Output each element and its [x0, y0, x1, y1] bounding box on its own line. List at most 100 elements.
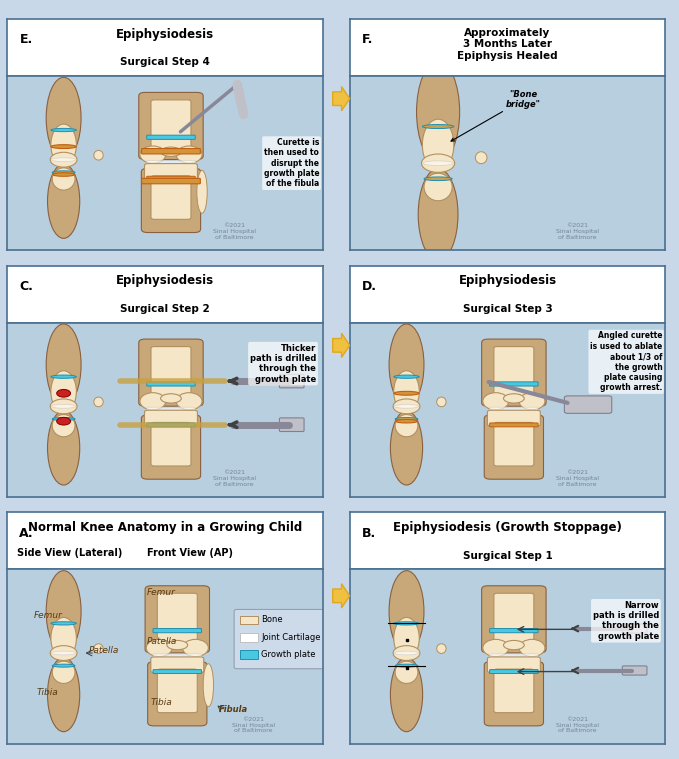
Ellipse shape [52, 414, 75, 436]
FancyBboxPatch shape [484, 415, 543, 479]
FancyBboxPatch shape [490, 669, 538, 673]
FancyBboxPatch shape [147, 176, 196, 180]
FancyBboxPatch shape [490, 423, 538, 427]
Ellipse shape [519, 392, 545, 410]
Ellipse shape [161, 147, 181, 156]
Ellipse shape [51, 370, 76, 412]
FancyBboxPatch shape [623, 666, 647, 675]
Text: C.: C. [20, 280, 33, 293]
FancyBboxPatch shape [147, 407, 196, 412]
Ellipse shape [50, 399, 77, 414]
FancyBboxPatch shape [147, 382, 196, 386]
Text: Epiphysiodesis (Growth Stoppage): Epiphysiodesis (Growth Stoppage) [393, 521, 622, 534]
Text: Femur: Femur [33, 611, 62, 620]
Text: Angled curette
is used to ablate
about 1/3 of
the growth
plate causing
growth ar: Angled curette is used to ablate about 1… [590, 331, 662, 392]
Text: Patella: Patella [146, 638, 177, 647]
Text: Epiphysiodesis: Epiphysiodesis [115, 274, 214, 287]
FancyBboxPatch shape [494, 594, 534, 644]
FancyBboxPatch shape [147, 135, 196, 140]
Ellipse shape [52, 651, 76, 655]
Text: ©2021
Sinai Hospital
of Baltimore: ©2021 Sinai Hospital of Baltimore [555, 470, 598, 487]
Ellipse shape [48, 164, 79, 238]
FancyBboxPatch shape [151, 100, 191, 150]
Ellipse shape [390, 411, 422, 485]
Text: ©2021
Sinai Hospital
of Baltimore: ©2021 Sinai Hospital of Baltimore [213, 470, 255, 487]
FancyBboxPatch shape [145, 164, 198, 179]
FancyBboxPatch shape [564, 396, 612, 414]
FancyBboxPatch shape [145, 586, 210, 653]
Text: Normal Knee Anatomy in a Growing Child: Normal Knee Anatomy in a Growing Child [28, 521, 301, 534]
FancyBboxPatch shape [494, 669, 534, 713]
FancyBboxPatch shape [151, 423, 191, 466]
Ellipse shape [504, 641, 524, 650]
Ellipse shape [389, 571, 424, 652]
Ellipse shape [394, 392, 419, 395]
FancyBboxPatch shape [490, 628, 538, 633]
FancyBboxPatch shape [623, 624, 647, 633]
Text: Surgical Step 3: Surgical Step 3 [462, 304, 553, 314]
Bar [240, 650, 258, 659]
Ellipse shape [52, 405, 76, 408]
FancyBboxPatch shape [481, 586, 546, 653]
FancyBboxPatch shape [153, 669, 202, 673]
Ellipse shape [422, 154, 455, 172]
Ellipse shape [146, 639, 172, 657]
Ellipse shape [418, 168, 458, 260]
FancyBboxPatch shape [142, 149, 200, 154]
Ellipse shape [483, 639, 509, 657]
FancyBboxPatch shape [490, 382, 538, 386]
FancyBboxPatch shape [147, 160, 196, 165]
Ellipse shape [424, 177, 452, 181]
Text: Fibula: Fibula [219, 705, 247, 714]
Text: E.: E. [20, 33, 33, 46]
FancyBboxPatch shape [147, 662, 207, 726]
FancyBboxPatch shape [490, 407, 538, 412]
Text: ©2021
Sinai Hospital
of Baltimore: ©2021 Sinai Hospital of Baltimore [213, 223, 255, 240]
Ellipse shape [504, 394, 524, 403]
Text: Joint Cartilage: Joint Cartilage [261, 633, 320, 642]
Ellipse shape [393, 646, 420, 660]
Ellipse shape [94, 150, 103, 160]
FancyBboxPatch shape [481, 339, 546, 406]
Ellipse shape [395, 414, 418, 436]
FancyBboxPatch shape [494, 423, 534, 466]
Ellipse shape [475, 152, 487, 164]
Ellipse shape [389, 324, 424, 405]
FancyBboxPatch shape [280, 374, 304, 388]
Ellipse shape [52, 664, 75, 667]
Ellipse shape [140, 146, 166, 163]
Text: Tibia: Tibia [37, 688, 58, 697]
FancyBboxPatch shape [158, 594, 198, 644]
FancyBboxPatch shape [142, 178, 200, 184]
Ellipse shape [46, 77, 81, 159]
Ellipse shape [183, 639, 208, 657]
Ellipse shape [197, 170, 207, 213]
Ellipse shape [51, 617, 76, 659]
Ellipse shape [519, 639, 545, 657]
Text: Surgical Step 1: Surgical Step 1 [462, 551, 553, 561]
FancyBboxPatch shape [234, 609, 326, 669]
Ellipse shape [140, 392, 166, 410]
Text: Growth plate: Growth plate [261, 650, 316, 660]
Text: Narrow
path is drilled
through the
growth plate: Narrow path is drilled through the growt… [593, 600, 659, 641]
Circle shape [56, 389, 71, 397]
Ellipse shape [52, 417, 75, 420]
Ellipse shape [437, 397, 446, 407]
Text: Epiphysiodesis: Epiphysiodesis [115, 27, 214, 40]
Text: B.: B. [363, 527, 377, 540]
FancyBboxPatch shape [494, 347, 534, 397]
Text: Patella: Patella [89, 646, 120, 655]
Ellipse shape [394, 375, 419, 378]
FancyBboxPatch shape [490, 653, 538, 659]
Text: ©2021
Sinai Hospital
of Baltimore: ©2021 Sinai Hospital of Baltimore [555, 223, 598, 240]
Ellipse shape [416, 61, 460, 162]
FancyBboxPatch shape [141, 415, 200, 479]
Ellipse shape [390, 657, 422, 732]
Ellipse shape [48, 657, 79, 732]
Ellipse shape [51, 622, 76, 625]
Text: ©2021
Sinai Hospital
of Baltimore: ©2021 Sinai Hospital of Baltimore [555, 716, 598, 733]
FancyBboxPatch shape [147, 423, 196, 427]
Ellipse shape [46, 324, 81, 405]
Ellipse shape [422, 124, 454, 128]
Ellipse shape [48, 411, 79, 485]
